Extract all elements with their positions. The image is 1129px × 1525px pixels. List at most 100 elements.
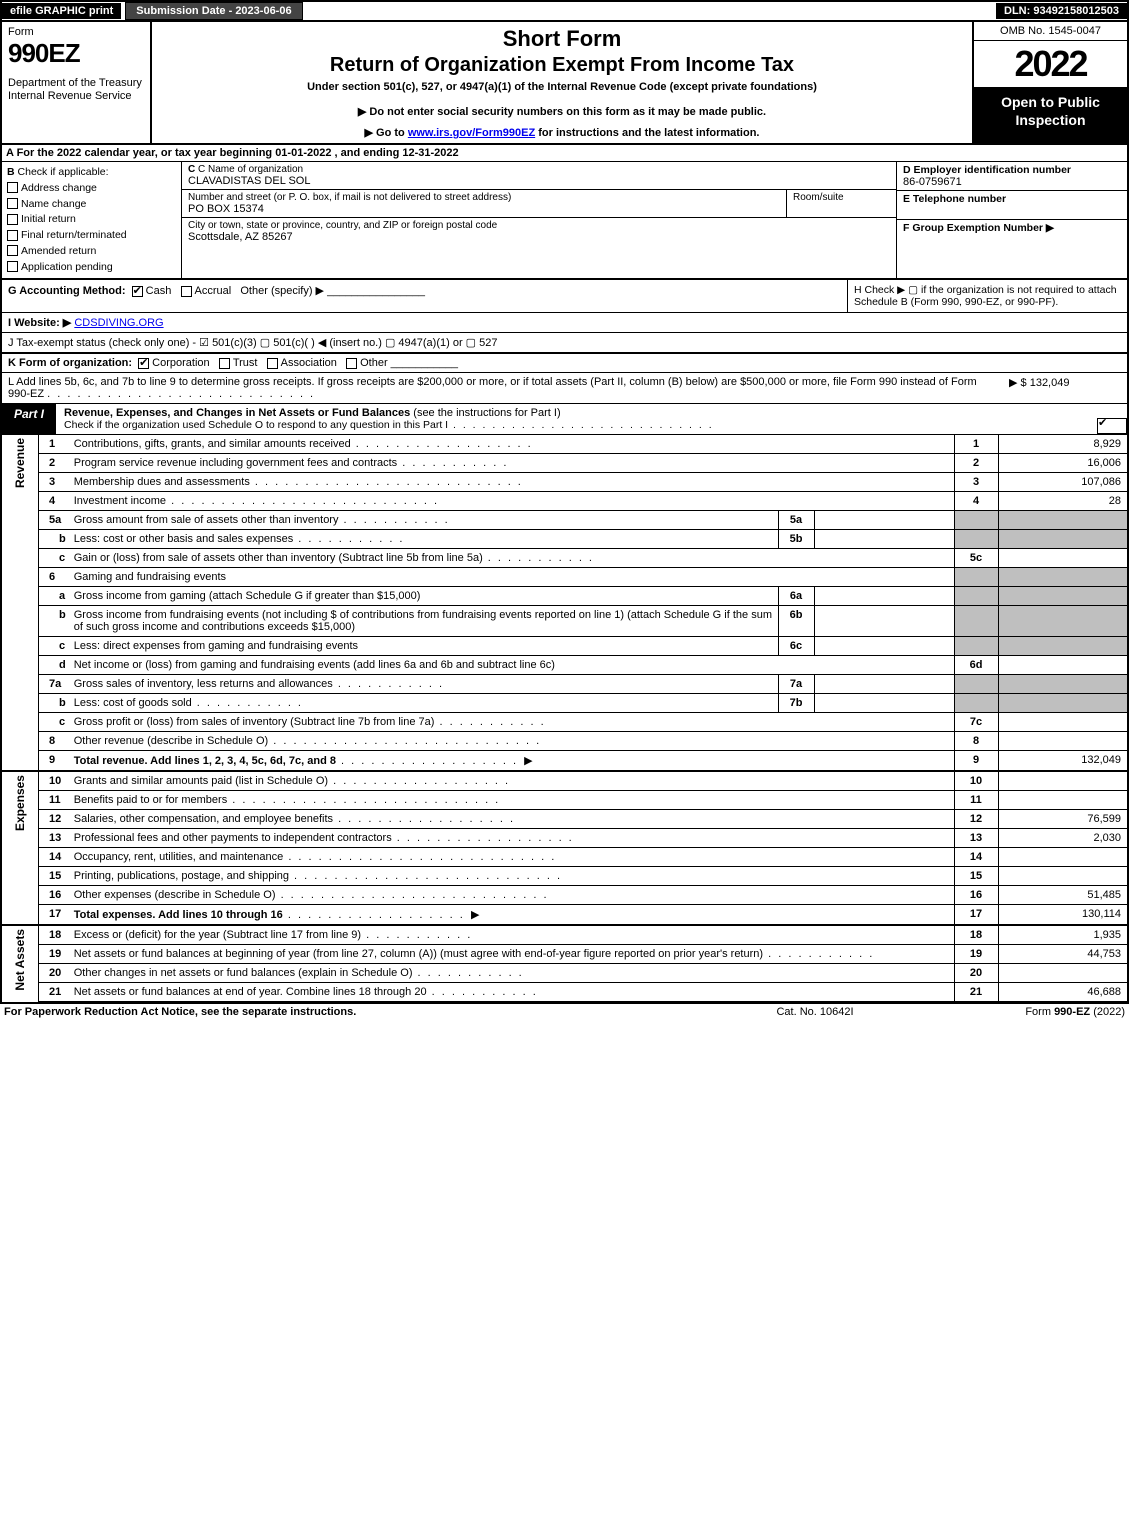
irs-link[interactable]: www.irs.gov/Form990EZ (408, 127, 535, 139)
line-7a: 7aGross sales of inventory, less returns… (1, 675, 1128, 694)
cb-final-return[interactable]: Final return/terminated (7, 228, 176, 244)
l-text: L Add lines 5b, 6c, and 7b to line 9 to … (8, 376, 1001, 400)
cb-accrual[interactable] (181, 286, 192, 297)
sidebar-revenue: Revenue (1, 435, 39, 771)
row-k-form-org: K Form of organization: Corporation Trus… (0, 353, 1129, 373)
line-7c: cGross profit or (loss) from sales of in… (1, 713, 1128, 732)
line-14: 14Occupancy, rent, utilities, and mainte… (1, 848, 1128, 867)
header-left: Form 990EZ Department of the Treasury In… (2, 22, 152, 143)
header-right: OMB No. 1545-0047 2022 Open to Public In… (972, 22, 1127, 143)
cb-name-change[interactable]: Name change (7, 197, 176, 213)
h-schedule-b: H Check ▶ ▢ if the organization is not r… (847, 280, 1127, 312)
city-label: City or town, state or province, country… (188, 220, 890, 231)
line-4: 4Investment income 428 (1, 492, 1128, 511)
g-label: G Accounting Method: (8, 285, 126, 297)
d-ein: D Employer identification number 86-0759… (897, 162, 1127, 191)
col-d-e-f: D Employer identification number 86-0759… (897, 162, 1127, 278)
line-6: 6Gaming and fundraising events (1, 568, 1128, 587)
l-value: ▶ $ 132,049 (1001, 376, 1121, 400)
line-2: 2Program service revenue including gover… (1, 454, 1128, 473)
line-6d: dNet income or (loss) from gaming and fu… (1, 656, 1128, 675)
addr-label: Number and street (or P. O. box, if mail… (188, 192, 780, 203)
addr-cell: Number and street (or P. O. box, if mail… (182, 190, 787, 218)
line-5b: bLess: cost or other basis and sales exp… (1, 530, 1128, 549)
col-b-checkboxes: B Check if applicable: Address change Na… (2, 162, 182, 278)
b-text: Check if applicable: (18, 166, 109, 178)
c-label: C C Name of organization (188, 164, 890, 175)
top-bar: efile GRAPHIC print Submission Date - 20… (0, 0, 1129, 22)
goto-post: for instructions and the latest informat… (535, 127, 759, 139)
sidebar-net-assets: Net Assets (1, 925, 39, 1002)
row-i-website: I Website: ▶ CDSDIVING.ORG (0, 313, 1129, 333)
form-header: Form 990EZ Department of the Treasury In… (0, 22, 1129, 145)
footer-paperwork: For Paperwork Reduction Act Notice, see … (4, 1006, 685, 1018)
part-1-header: Part I Revenue, Expenses, and Changes in… (0, 404, 1129, 435)
line-6c: cLess: direct expenses from gaming and f… (1, 637, 1128, 656)
k-label: K Form of organization: (8, 357, 132, 369)
line-13: 13Professional fees and other payments t… (1, 829, 1128, 848)
line-16: 16Other expenses (describe in Schedule O… (1, 886, 1128, 905)
line-17: 17Total expenses. Add lines 10 through 1… (1, 905, 1128, 926)
h-text: H Check ▶ ▢ if the organization is not r… (854, 284, 1117, 308)
row-l-gross-receipts: L Add lines 5b, 6c, and 7b to line 9 to … (0, 373, 1129, 404)
b-label: B (7, 166, 15, 178)
cb-other[interactable] (346, 358, 357, 369)
line-12: 12Salaries, other compensation, and empl… (1, 810, 1128, 829)
line-9: 9Total revenue. Add lines 1, 2, 3, 4, 5c… (1, 751, 1128, 772)
section-b-to-f: B Check if applicable: Address change Na… (0, 162, 1129, 280)
form-number: 990EZ (8, 38, 144, 69)
tax-year: 2022 (974, 41, 1127, 87)
line-8: 8Other revenue (describe in Schedule O) … (1, 732, 1128, 751)
part-1-title: Revenue, Expenses, and Changes in Net As… (56, 404, 1097, 434)
line-5c: cGain or (loss) from sale of assets othe… (1, 549, 1128, 568)
row-g-h: G Accounting Method: Cash Accrual Other … (0, 280, 1129, 313)
line-5a: 5aGross amount from sale of assets other… (1, 511, 1128, 530)
city-value: Scottsdale, AZ 85267 (188, 231, 890, 243)
omb-number: OMB No. 1545-0047 (974, 22, 1127, 41)
line-15: 15Printing, publications, postage, and s… (1, 867, 1128, 886)
line-6b: bGross income from fundraising events (n… (1, 606, 1128, 637)
footer-formno: Form 990-EZ (2022) (945, 1006, 1125, 1018)
line-1: Revenue 1 Contributions, gifts, grants, … (1, 435, 1128, 454)
page-footer: For Paperwork Reduction Act Notice, see … (0, 1002, 1129, 1020)
d-value: 86-0759671 (903, 176, 1121, 188)
title-ssn: ▶ Do not enter social security numbers o… (160, 105, 964, 118)
title-goto: ▶ Go to www.irs.gov/Form990EZ for instru… (160, 126, 964, 139)
f-group-exemption: F Group Exemption Number ▶ (897, 220, 1127, 248)
header-center: Short Form Return of Organization Exempt… (152, 22, 972, 143)
title-return: Return of Organization Exempt From Incom… (160, 54, 964, 77)
e-telephone: E Telephone number (897, 191, 1127, 220)
d-label: D Employer identification number (903, 164, 1121, 176)
e-label: E Telephone number (903, 193, 1121, 205)
line-19: 19Net assets or fund balances at beginni… (1, 945, 1128, 964)
addr-value: PO BOX 15374 (188, 203, 780, 215)
part-1-check-line: Check if the organization used Schedule … (64, 419, 1089, 431)
cb-trust[interactable] (219, 358, 230, 369)
line-3: 3Membership dues and assessments 3107,08… (1, 473, 1128, 492)
line-11: 11Benefits paid to or for members 11 (1, 791, 1128, 810)
dln-label: DLN: 93492158012503 (996, 3, 1127, 19)
website-link[interactable]: CDSDIVING.ORG (74, 317, 163, 329)
cb-corp[interactable] (138, 358, 149, 369)
footer-catno: Cat. No. 10642I (685, 1006, 945, 1018)
row-a-text: A For the 2022 calendar year, or tax yea… (6, 147, 459, 159)
org-name: CLAVADISTAS DEL SOL (188, 175, 890, 187)
f-label: F Group Exemption Number ▶ (903, 222, 1121, 234)
title-short-form: Short Form (160, 26, 964, 52)
cb-assoc[interactable] (267, 358, 278, 369)
efile-label[interactable]: efile GRAPHIC print (2, 3, 121, 19)
room-cell: Room/suite (787, 190, 897, 218)
city-cell: City or town, state or province, country… (182, 218, 897, 278)
cb-application-pending[interactable]: Application pending (7, 260, 176, 276)
org-name-cell: C C Name of organization CLAVADISTAS DEL… (182, 162, 897, 190)
line-7b: bLess: cost of goods sold 7b (1, 694, 1128, 713)
cb-initial-return[interactable]: Initial return (7, 212, 176, 228)
line-10: Expenses 10Grants and similar amounts pa… (1, 771, 1128, 791)
cb-amended-return[interactable]: Amended return (7, 244, 176, 260)
cb-cash[interactable] (132, 286, 143, 297)
line-21: 21Net assets or fund balances at end of … (1, 983, 1128, 1002)
part-1-checkbox[interactable] (1097, 404, 1127, 434)
cb-address-change[interactable]: Address change (7, 181, 176, 197)
part-1-table: Revenue 1 Contributions, gifts, grants, … (0, 435, 1129, 1002)
form-word: Form (8, 26, 144, 38)
